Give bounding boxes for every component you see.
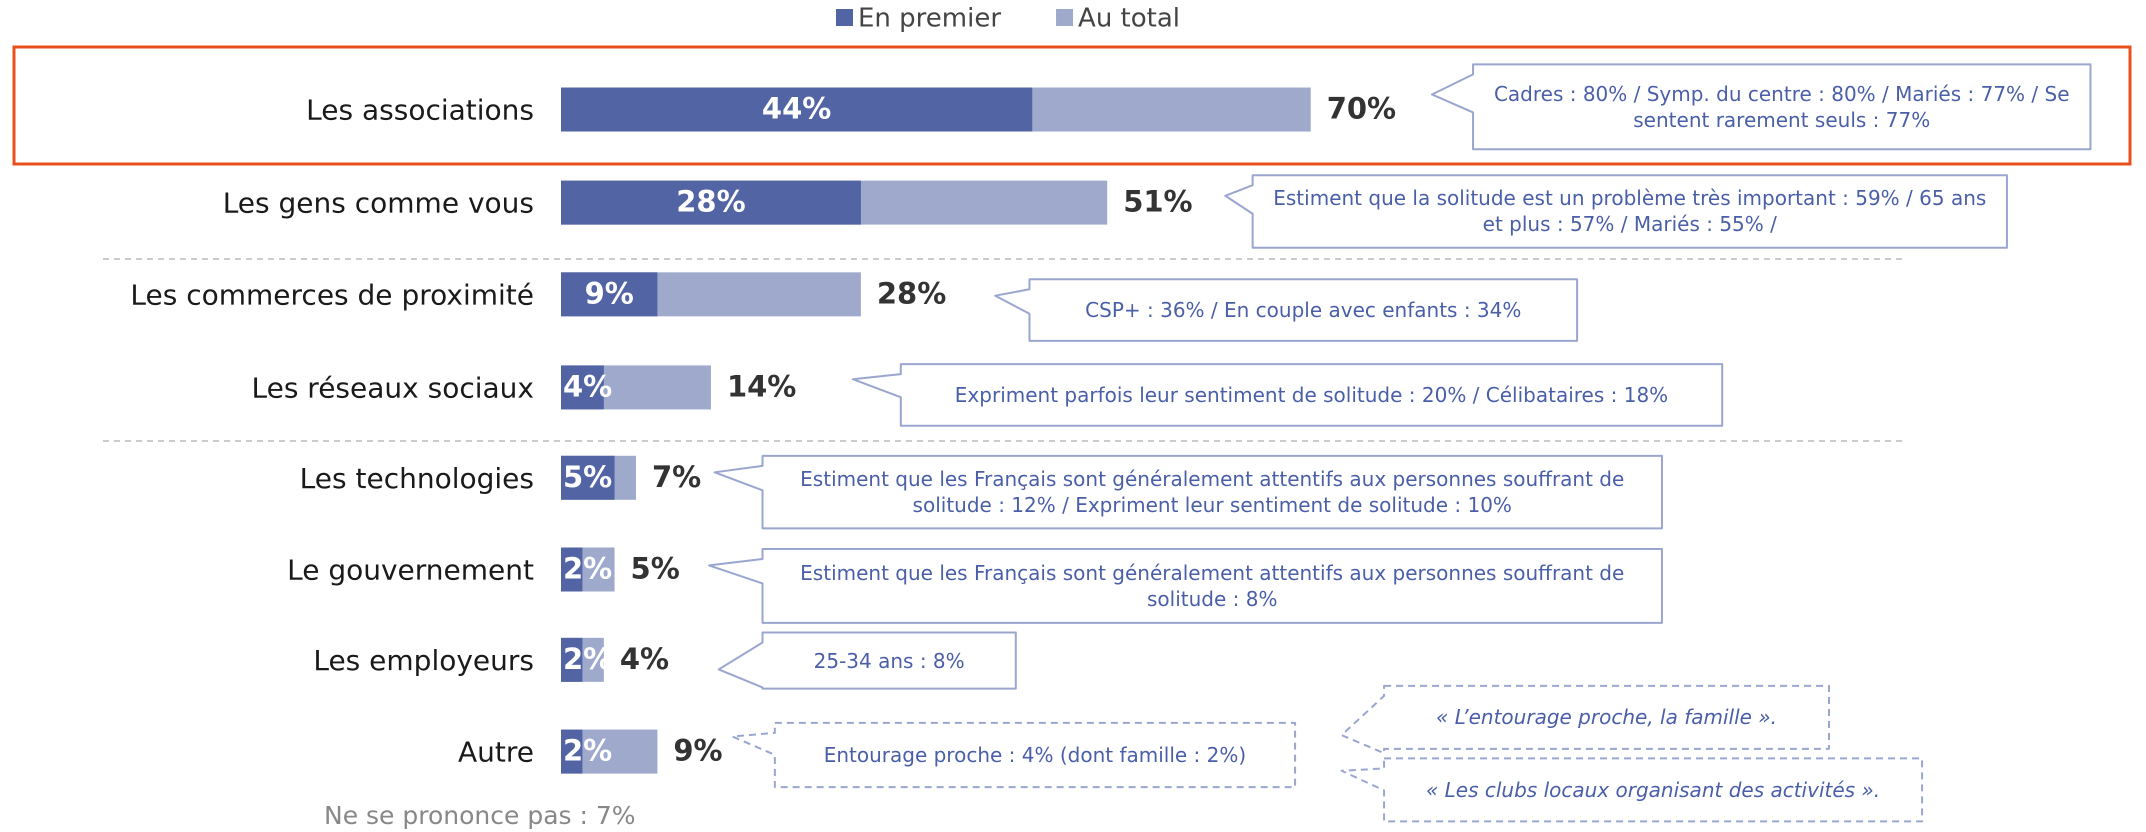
callout-box	[994, 278, 1579, 342]
total-label: 51%	[1123, 185, 1192, 219]
callout-box	[713, 454, 1663, 530]
legend-swatch	[836, 9, 853, 26]
value-label: 2%	[563, 734, 612, 768]
total-label: 14%	[727, 369, 796, 403]
callout-box	[717, 631, 1017, 690]
value-label: 5%	[563, 460, 612, 494]
category-label: Les associations	[306, 94, 534, 127]
total-label: 70%	[1327, 92, 1396, 126]
callout: CSP+ : 36% / En couple avec enfants : 34…	[1085, 298, 1522, 323]
callout: Entourage proche : 4% (dont famille : 2%…	[823, 742, 1247, 767]
legend-swatch	[1056, 9, 1074, 26]
bar-first	[561, 729, 583, 774]
bar-first	[561, 272, 658, 317]
callout: Cadres : 80% / Symp. du centre : 80% / M…	[1493, 81, 2070, 132]
category-label: Le gouvernement	[287, 554, 534, 587]
value-label: 9%	[585, 276, 634, 310]
highlight-frame	[12, 45, 2132, 166]
bar-first	[561, 87, 1033, 132]
callout: Estiment que les Français sont généralem…	[800, 560, 1625, 611]
total-label: 9%	[673, 734, 722, 768]
footnote: Ne se prononce pas : 7%	[324, 801, 636, 830]
callout-box	[1430, 63, 2092, 151]
value-label: 44%	[762, 92, 831, 126]
callout-box	[1224, 174, 2008, 249]
quote-box	[1340, 757, 1924, 823]
callout-box	[708, 547, 1663, 624]
category-label: Les commerces de proximité	[130, 278, 534, 311]
total-label: 4%	[620, 642, 669, 676]
category-label: Les employeurs	[313, 644, 534, 677]
bar-first	[561, 637, 583, 682]
callout: 25-34 ans : 8%	[813, 648, 965, 673]
callout-box	[851, 363, 1724, 427]
callout: Estiment que la solitude est un problème…	[1273, 186, 1987, 237]
legend-label: En premier	[858, 4, 1001, 34]
bar-first	[561, 180, 861, 225]
bar-first	[561, 547, 583, 592]
bar-first	[561, 365, 604, 410]
total-label: 28%	[877, 276, 946, 310]
quote: « Les clubs locaux organisant des activi…	[1425, 777, 1881, 802]
category-label: Les gens comme vous	[223, 187, 534, 220]
value-label: 2%	[563, 642, 612, 676]
value-label: 28%	[676, 185, 745, 219]
callout: Estiment que les Français sont généralem…	[800, 467, 1625, 518]
category-label: Autre	[458, 736, 534, 769]
value-label: 4%	[563, 369, 612, 403]
callout-box	[731, 721, 1297, 789]
callout: Expriment parfois leur sentiment de soli…	[954, 382, 1669, 407]
bar-first	[561, 455, 615, 500]
total-label: 5%	[631, 552, 680, 586]
quote: « L’entourage proche, la famille ».	[1436, 705, 1778, 730]
legend-label: Au total	[1078, 4, 1180, 34]
category-label: Les technologies	[300, 462, 534, 495]
total-label: 7%	[652, 460, 701, 494]
quote-box	[1340, 684, 1830, 755]
category-label: Les réseaux sociaux	[251, 371, 534, 404]
value-label: 2%	[563, 552, 612, 586]
